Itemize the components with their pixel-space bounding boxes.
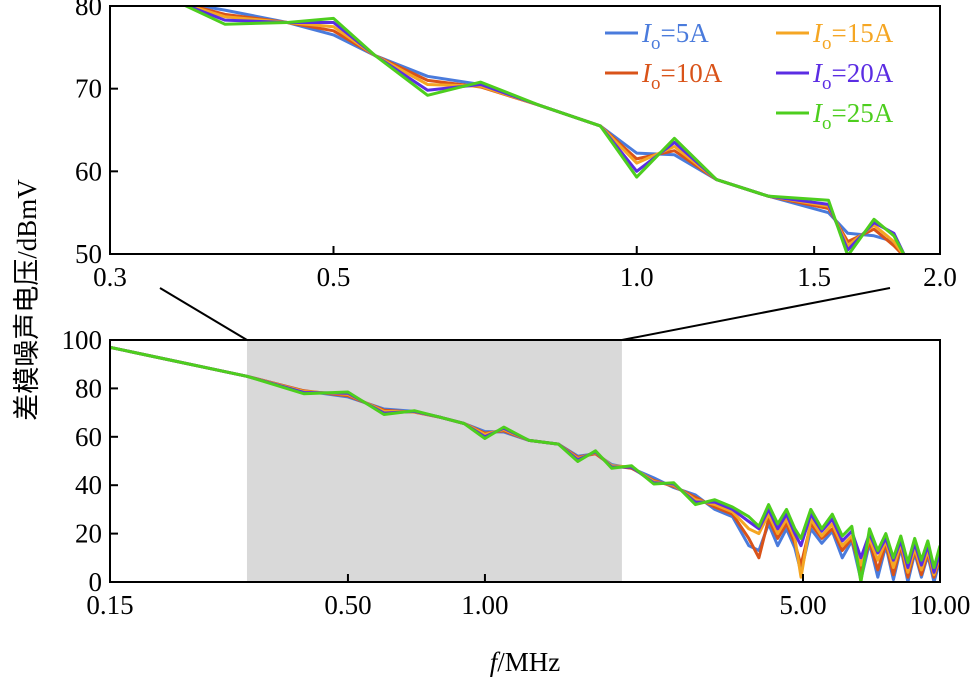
x-tick-label: 5.00	[779, 590, 826, 620]
zoom-region-highlight	[246, 340, 622, 582]
zoom-plot: 0.3 0.5 1.0 1.5 2.0 50 60 70 80	[75, 0, 957, 292]
series-line-5a	[192, 6, 905, 254]
y-tick-label: 80	[75, 373, 102, 403]
x-tick-label: 2.0	[923, 262, 957, 292]
plot-frame	[109, 339, 941, 583]
connector-line-right	[621, 287, 891, 341]
x-tick-label: 10.00	[910, 590, 971, 620]
legend-label: Io=20A	[812, 58, 894, 94]
y-tick-label: 0	[89, 567, 103, 597]
x-tick-label: 1.00	[461, 590, 508, 620]
series-line-25a	[110, 345, 940, 582]
connector-line-left	[159, 287, 248, 341]
legend-label: Io=10A	[641, 58, 723, 94]
y-tick-label: 40	[75, 470, 102, 500]
y-tick-label: 60	[75, 422, 102, 452]
y-tick-label: 60	[75, 156, 102, 186]
x-axis-title-unit: /MHz	[497, 647, 560, 677]
x-tick-label: 0.15	[86, 590, 133, 620]
legend-label: Io=5A	[641, 18, 709, 54]
legend-label: Io=25A	[812, 98, 894, 134]
legend: Io=5A Io=15A Io=10A Io=20A Io=25A	[605, 18, 894, 134]
x-tick-label: 1.0	[620, 262, 654, 292]
y-tick-label: 100	[62, 325, 103, 355]
y-axis-title: 差模噪声电压/dBmV	[12, 179, 42, 421]
x-tick-label: 0.50	[324, 590, 371, 620]
series-line-20a	[183, 6, 906, 254]
y-tick-label: 80	[75, 0, 102, 21]
full-plot: 0.15 0.50 1.00 5.00 10.00 0 20 40 60 80 100	[62, 325, 971, 620]
series-line-15a	[185, 6, 905, 254]
y-tick-label: 20	[75, 519, 102, 549]
plot-frame	[109, 5, 941, 255]
x-axis-title-italic: f	[490, 647, 501, 677]
x-tick-label: 0.5	[317, 262, 351, 292]
legend-label: Io=15A	[812, 18, 894, 54]
y-tick-label: 50	[75, 239, 102, 269]
x-axis-title: f/MHz	[490, 647, 561, 677]
series-line-10a	[187, 6, 905, 254]
zoom-connector-lines	[159, 287, 891, 341]
series-line-25a	[182, 6, 906, 254]
x-tick-label: 0.3	[93, 262, 127, 292]
y-tick-label: 70	[75, 74, 102, 104]
x-tick-label: 1.5	[797, 262, 831, 292]
